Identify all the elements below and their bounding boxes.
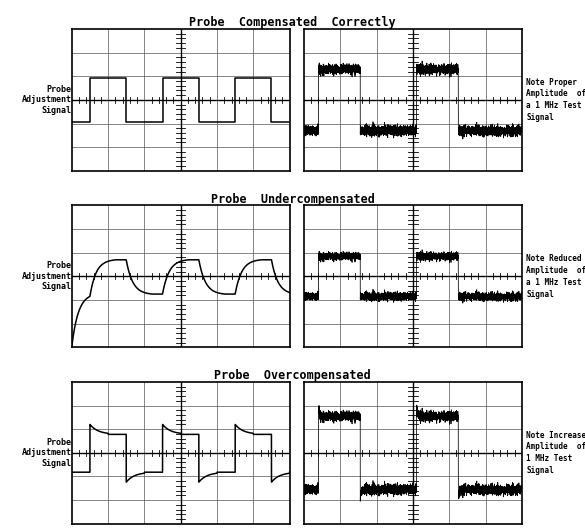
Text: Probe
Adjustment
Signal: Probe Adjustment Signal — [22, 85, 72, 115]
Text: Probe
Adjustment
Signal: Probe Adjustment Signal — [22, 438, 72, 468]
Text: Note Proper
Amplitude  of
a 1 MHz Test
Signal: Note Proper Amplitude of a 1 MHz Test Si… — [526, 78, 585, 122]
Text: Note Increased
Amplitude  of  a
1 MHz Test
Signal: Note Increased Amplitude of a 1 MHz Test… — [526, 431, 585, 475]
Text: Probe  Undercompensated: Probe Undercompensated — [211, 193, 374, 206]
Text: Probe
Adjustment
Signal: Probe Adjustment Signal — [22, 261, 72, 291]
Text: Probe  Overcompensated: Probe Overcompensated — [214, 369, 371, 382]
Text: Note Reduced
Amplitude  of
a 1 MHz Test
Signal: Note Reduced Amplitude of a 1 MHz Test S… — [526, 254, 585, 298]
Text: Probe  Compensated  Correctly: Probe Compensated Correctly — [189, 16, 396, 29]
